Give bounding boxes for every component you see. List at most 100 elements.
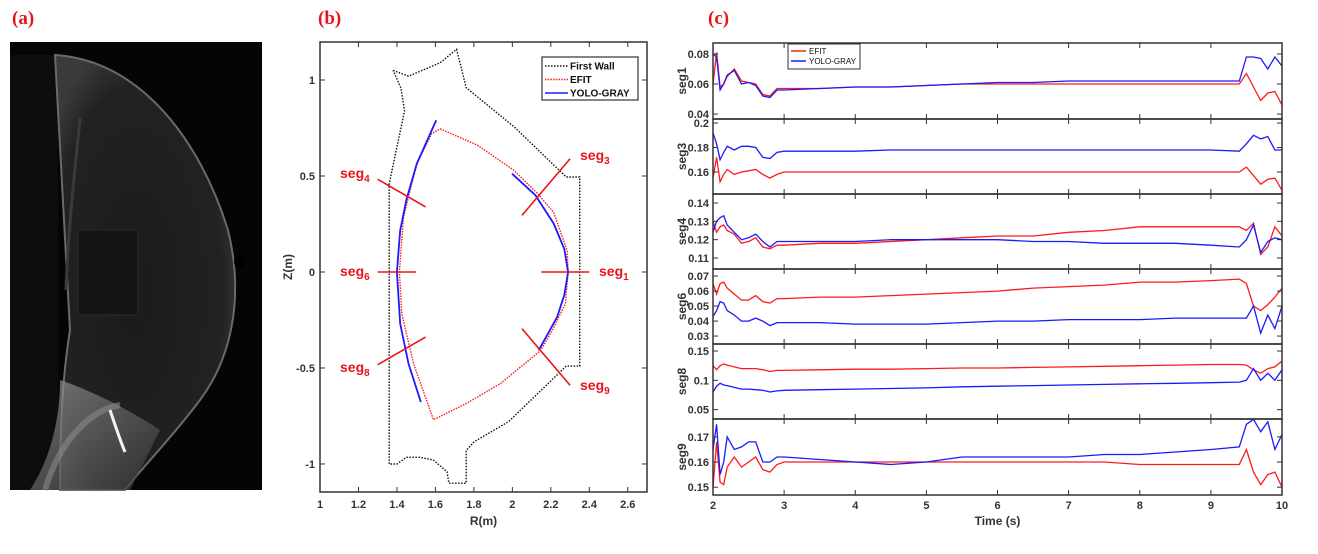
seg-label-6: seg6 [340, 263, 370, 283]
y-tick-label: 0.08 [688, 49, 709, 61]
y-tick-label: 0.2 [694, 118, 709, 130]
seg-label-text: seg [340, 359, 364, 375]
seg-label-subscript: 6 [364, 272, 370, 283]
y-tick-label: 1 [309, 75, 315, 87]
x-tick-label: 7 [1066, 500, 1072, 512]
legend-entry: First Wall [570, 62, 615, 73]
y-tick-label: 0.15 [688, 346, 709, 358]
legend-entry: YOLO-GRAY [809, 57, 857, 66]
seg-label-1: seg1 [599, 263, 629, 283]
y-tick-label: 0.05 [688, 301, 709, 313]
y-tick-label: 0.03 [688, 331, 709, 343]
seg-label-text: seg [580, 377, 604, 393]
seg-label-3: seg3 [580, 147, 610, 167]
first-wall-line [388, 48, 581, 484]
panel-label-a: (a) [12, 8, 35, 29]
y-tick-label: 0.04 [688, 316, 710, 328]
seg-label-text: seg [580, 147, 604, 163]
seg-label-8: seg8 [340, 359, 370, 379]
y-tick-label: 0.16 [688, 457, 709, 469]
x-tick-label: 1 [317, 499, 323, 511]
x-tick-label: 10 [1276, 500, 1288, 512]
y-axis-label: seg1 [675, 67, 689, 95]
efit-line-seg3 [713, 157, 1282, 191]
y-axis-label: seg6 [675, 293, 689, 321]
seg-label-text: seg [599, 263, 623, 279]
subplot-seg3: 0.16 0.18 0.2 seg3 [675, 118, 1283, 195]
seg-line [377, 178, 427, 208]
x-tick-label: 1.8 [466, 499, 481, 511]
yolo-gray-line-seg8 [713, 367, 1282, 393]
x-tick-label: 2.6 [620, 499, 635, 511]
legend-entry: YOLO-GRAY [570, 89, 630, 100]
y-tick-label: 0.05 [688, 405, 709, 417]
y-tick-label: 0.11 [688, 253, 709, 265]
x-tick-label: 6 [994, 500, 1000, 512]
yolo-gray-line-seg3 [713, 132, 1282, 162]
y-tick-label: 0.16 [688, 167, 709, 179]
yolo-gray-line-seg1 [713, 53, 1282, 99]
y-axis-label: seg8 [675, 368, 689, 396]
y-tick-label: 0.18 [688, 143, 709, 155]
seg-label-9: seg9 [580, 377, 610, 397]
yolo-gray-boundary-line [395, 119, 438, 403]
subplot-seg4: 0.11 0.12 0.13 0.14 seg4 [675, 193, 1283, 270]
x-tick-label: 1.6 [428, 499, 443, 511]
seg-label-subscript: 1 [623, 272, 629, 283]
y-axis-label: seg3 [675, 143, 689, 171]
y-axis-label: seg4 [675, 218, 689, 246]
legend-entry: EFIT [809, 47, 826, 56]
x-tick-label: 4 [852, 500, 859, 512]
seg-label-subscript: 3 [604, 156, 610, 167]
efit-line-seg8 [713, 360, 1282, 375]
x-tick-label: 1.2 [351, 499, 366, 511]
x-tick-label: 2 [509, 499, 515, 511]
x-tick-label: 2 [710, 500, 716, 512]
seg-label-4: seg4 [340, 165, 370, 185]
x-tick-label: 2.4 [582, 499, 598, 511]
subplot-frame [712, 118, 1283, 195]
subplot-seg6: 0.03 0.04 0.05 0.06 0.07 seg6 [675, 268, 1283, 345]
y-tick-label: 0.06 [688, 79, 709, 91]
panel-label-b: (b) [318, 8, 342, 29]
x-axis-label: R(m) [470, 514, 497, 528]
legend-entry: EFIT [570, 75, 592, 86]
axes-frame [319, 41, 648, 493]
efit-line-seg9 [713, 441, 1282, 488]
y-tick-label: 0.5 [300, 171, 315, 183]
panel-label-c: (c) [708, 8, 730, 29]
seg-label-subscript: 8 [364, 368, 370, 379]
x-tick-label: 9 [1208, 500, 1214, 512]
y-tick-label: 0.14 [688, 198, 710, 210]
subplot-frame [712, 343, 1283, 420]
x-tick-label: 1.4 [389, 499, 405, 511]
x-tick-label: 3 [781, 500, 787, 512]
seg-line [521, 328, 571, 386]
y-tick-label: -0.5 [296, 363, 315, 375]
yolo-gray-line-seg4 [713, 214, 1282, 255]
y-tick-label: 0.1 [694, 375, 709, 387]
x-tick-label: 2.2 [543, 499, 558, 511]
subplot-seg1: 0.04 0.06 0.08 seg1 [675, 42, 1283, 121]
seg-label-text: seg [340, 165, 364, 181]
seg-label-subscript: 9 [604, 386, 610, 397]
y-axis-label: seg9 [675, 443, 689, 471]
legend-box [787, 43, 861, 70]
y-tick-label: -1 [305, 459, 315, 471]
subplot-frame [712, 193, 1283, 270]
x-tick-label: 8 [1137, 500, 1143, 512]
seg-line [521, 158, 571, 216]
y-tick-label: 0.07 [688, 271, 709, 283]
yolo-gray-line-seg9 [713, 419, 1282, 475]
yolo-gray-boundary-line [511, 173, 570, 351]
subplot-frame [712, 268, 1283, 345]
y-tick-label: 0 [309, 267, 315, 279]
yolo-gray-line-seg6 [713, 300, 1282, 336]
seg-line [377, 336, 427, 366]
seg-label-text: seg [340, 263, 364, 279]
subplot-seg8: 0.05 0.1 0.15 seg8 [675, 343, 1283, 420]
y-tick-label: 0.17 [688, 432, 709, 444]
efit-line-seg4 [713, 221, 1282, 256]
